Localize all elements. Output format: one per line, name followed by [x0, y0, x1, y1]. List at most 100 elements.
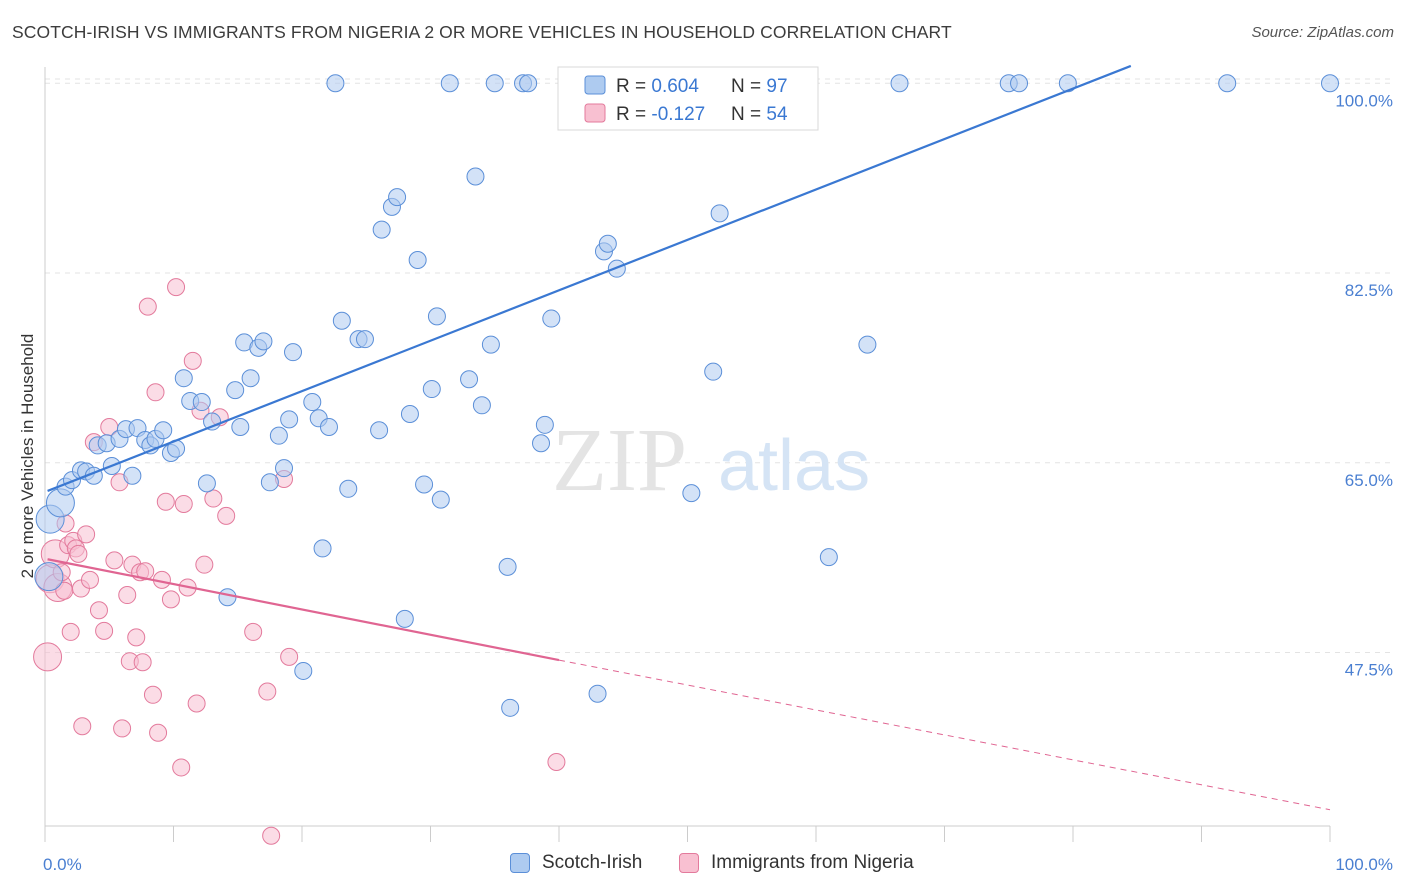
scotch-irish-point-80 — [598, 234, 617, 253]
scotch-irish-point-49 — [372, 220, 391, 239]
scotch-irish-point-89 — [890, 74, 909, 93]
nigeria-point-39 — [174, 494, 193, 513]
scotch-irish-point-66 — [501, 698, 520, 717]
scotch-irish-point-68 — [519, 74, 538, 93]
scotch-irish-point-84 — [710, 204, 729, 223]
scotch-irish-point-69 — [532, 434, 551, 453]
scotch-irish-point-54 — [408, 251, 427, 270]
y-tick-label-0: 47.5% — [1345, 661, 1393, 680]
nigeria-point-52 — [280, 647, 299, 666]
scotch-irish-point-42 — [319, 417, 338, 436]
nigeria-point-23 — [118, 586, 137, 605]
scotch-irish-point-57 — [427, 307, 446, 326]
svg-text:N = 54: N = 54 — [731, 104, 788, 125]
zipatlas-watermark: ZIP atlas — [552, 411, 870, 510]
legend-swatch-pink — [679, 853, 699, 873]
legend-n-label-1: N = — [731, 76, 766, 97]
legend-label-scotch-irish: Scotch-Irish — [542, 852, 643, 873]
scotch-irish-point-88 — [858, 335, 877, 354]
scotch-irish-point-18 — [154, 421, 173, 440]
legend-label-nigeria: Immigrants from Nigeria — [711, 852, 914, 873]
scotch-irish-trend-line — [47, 64, 1132, 492]
scotch-irish-point-64 — [485, 74, 504, 93]
nigeria-point-50 — [262, 826, 281, 845]
scotch-irish-point-62 — [472, 396, 491, 415]
trend-lines — [47, 64, 1331, 811]
scotch-irish-point-48 — [370, 421, 389, 440]
scotch-irish-point-87 — [819, 548, 838, 567]
source-label: Source: ZipAtlas.com — [1251, 24, 1394, 41]
y-axis-label: 2 or more Vehicles in Household — [18, 334, 37, 579]
correlation-legend: R = 0.604 N = 97 R = -0.127 N = 54 — [557, 66, 819, 131]
nigeria-point-41 — [183, 351, 202, 370]
legend-swatch-scotch-irish — [584, 75, 606, 95]
y-tick-labels: 47.5% 65.0% 82.5% 100.0% — [1335, 91, 1393, 679]
x-tick-label-min: 0.0% — [43, 855, 82, 874]
legend-n-value-1: 97 — [766, 76, 787, 97]
legend-r-label-2: R = — [616, 104, 651, 125]
nigeria-point-47 — [217, 506, 236, 525]
nigeria-point-31 — [143, 685, 162, 704]
legend-r-value-1: 0.604 — [651, 76, 699, 97]
scotch-irish-point-65 — [498, 557, 517, 576]
scotch-irish-point-33 — [260, 473, 279, 492]
scotch-irish-point-45 — [339, 479, 358, 498]
scotch-irish-point-39 — [303, 393, 322, 412]
svg-text:R = -0.127: R = -0.127 — [616, 104, 705, 125]
y-tick-label-1: 65.0% — [1345, 471, 1393, 490]
legend-r-value-2: -0.127 — [651, 104, 705, 125]
scotch-irish-point-56 — [422, 380, 441, 399]
scotch-irish-point-71 — [542, 309, 561, 328]
legend-r-label-1: R = — [616, 76, 651, 97]
nigeria-point-32 — [146, 383, 165, 402]
svg-text:N = 97: N = 97 — [731, 76, 788, 97]
nigeria-point-35 — [156, 492, 175, 511]
legend-item-nigeria: Immigrants from Nigeria — [679, 852, 914, 874]
nigeria-point-28 — [133, 653, 152, 672]
legend-item-scotch-irish: Scotch-Irish — [510, 852, 642, 874]
scotch-irish-point-83 — [704, 362, 723, 381]
scotch-irish-point-52 — [395, 609, 414, 628]
scotch-irish-point-91 — [1010, 74, 1029, 93]
scotch-irish-point-70 — [535, 415, 554, 434]
nigeria-point-38 — [172, 758, 191, 777]
nigeria-point-44 — [195, 555, 214, 574]
scotch-irish-point-53 — [400, 404, 419, 423]
scotch-irish-point-78 — [588, 684, 607, 703]
scotch-irish-point-38 — [294, 661, 313, 680]
scotch-irish-point-30 — [241, 369, 260, 388]
svg-text:R = 0.604: R = 0.604 — [616, 76, 699, 97]
series-legend: Scotch-Irish Immigrants from Nigeria — [0, 852, 1406, 878]
nigeria-point-0 — [33, 642, 63, 672]
nigeria-point-45 — [204, 489, 223, 508]
x-tick-label-max: 100.0% — [1335, 855, 1393, 874]
scotch-irish-point-24 — [197, 474, 216, 493]
scotch-irish-point-36 — [280, 410, 299, 429]
scotch-irish-point-61 — [466, 167, 485, 186]
scotch-irish-point-93 — [1218, 74, 1237, 93]
legend-n-label-2: N = — [731, 104, 766, 125]
nigeria-point-30 — [138, 297, 157, 316]
x-tick-labels: 0.0% 100.0% — [43, 855, 1393, 874]
nigeria-point-26 — [127, 628, 146, 647]
scotch-irish-point-21 — [174, 369, 193, 388]
nigeria-trend-line — [47, 558, 560, 662]
scotch-irish-point-43 — [326, 74, 345, 93]
nigeria-point-14 — [77, 525, 96, 544]
scotch-irish-point-55 — [415, 475, 434, 494]
series-immigrants-from-nigeria-points — [33, 278, 566, 845]
scotch-irish-point-63 — [481, 335, 500, 354]
scotch-irish-point-51 — [388, 188, 407, 207]
nigeria-point-8 — [61, 622, 80, 641]
scotch-irish-point-59 — [440, 74, 459, 93]
scotch-irish-point-35 — [275, 459, 294, 478]
nigeria-point-36 — [161, 590, 180, 609]
legend-swatch-nigeria — [584, 103, 606, 123]
watermark-zip: ZIP — [552, 411, 687, 510]
scotch-irish-point-82 — [682, 484, 701, 503]
scotch-irish-point-41 — [313, 539, 332, 558]
nigeria-point-13 — [73, 717, 92, 736]
nigeria-trend-extension — [558, 659, 1331, 811]
y-tick-label-2: 82.5% — [1345, 281, 1393, 300]
